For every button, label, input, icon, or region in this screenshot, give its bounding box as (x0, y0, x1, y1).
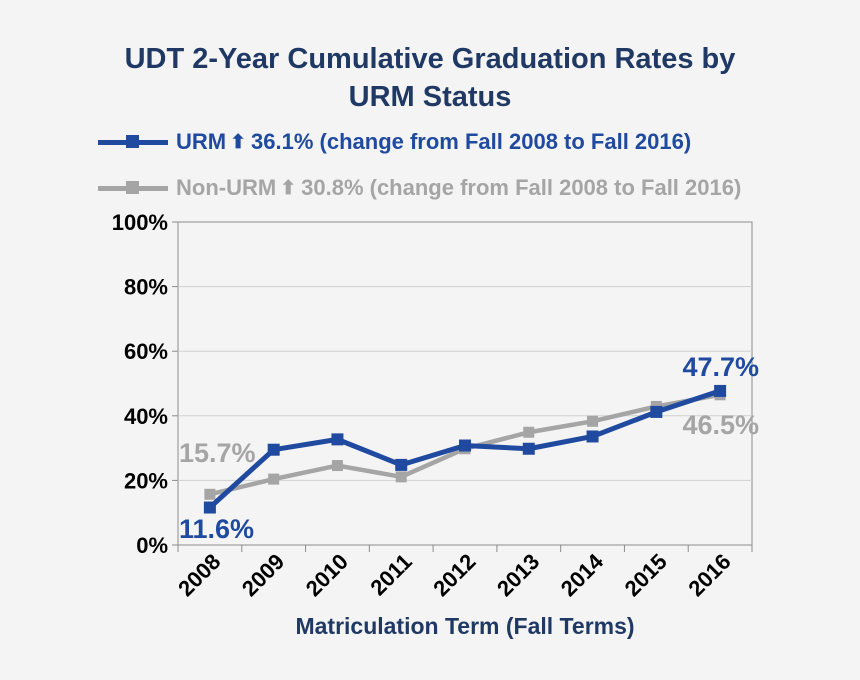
legend-swatch-non-urm (98, 178, 168, 198)
legend-text-non-urm: 30.8% (change from Fall 2008 to Fall 201… (301, 175, 742, 200)
legend-item-non-urm: Non-URM ⬆ 30.8% (change from Fall 2008 t… (98, 173, 741, 203)
data-label-urm-end: 47.7% (682, 352, 759, 382)
x-tick-label: 2009 (237, 549, 289, 601)
data-point-urm (714, 384, 727, 397)
x-tick-label: 2016 (683, 549, 735, 601)
up-arrow-icon: ⬆ (230, 131, 247, 153)
chart-title: UDT 2-Year Cumulative Graduation Rates b… (0, 40, 860, 116)
data-point-urm (331, 433, 344, 446)
data-point-urm (522, 442, 535, 455)
x-tick-label: 2014 (556, 548, 609, 601)
data-label-urm-start: 11.6% (179, 514, 254, 544)
data-point-urm (395, 458, 408, 471)
up-arrow-icon: ⬆ (280, 177, 297, 199)
legend-label-non-urm: Non-URM (176, 175, 277, 200)
x-tick-label: 2008 (173, 549, 225, 601)
x-axis-title: Matriculation Term (Fall Terms) (295, 613, 634, 639)
data-point-urm (267, 443, 280, 456)
y-tick-label: 80% (124, 275, 168, 300)
plot-area (177, 221, 753, 546)
y-tick-label: 20% (124, 468, 168, 493)
x-tick-label: 2013 (492, 549, 544, 601)
data-point-non-urm (204, 488, 216, 500)
legend-label-urm: URM (176, 129, 227, 154)
x-tick-label: 2011 (365, 549, 416, 600)
data-point-urm (459, 439, 471, 452)
chart-title-line-1: UDT 2-Year Cumulative Graduation Rates b… (124, 43, 736, 75)
y-tick-label: 100% (112, 210, 168, 235)
data-point-non-urm (523, 426, 535, 438)
x-tick-label: 2015 (620, 549, 672, 601)
data-point-urm (650, 405, 663, 418)
y-tick-label: 40% (124, 404, 168, 429)
x-tick-label: 2010 (301, 549, 353, 601)
legend-swatch-urm (98, 132, 168, 152)
data-point-non-urm (395, 471, 407, 483)
y-tick-label: 0% (136, 533, 168, 558)
legend-item-urm: URM ⬆ 36.1% (change from Fall 2008 to Fa… (98, 127, 691, 157)
x-tick-label: 2012 (428, 549, 480, 601)
data-point-urm (203, 501, 216, 514)
data-label-non-urm-start: 15.7% (179, 438, 256, 468)
data-point-non-urm (331, 460, 343, 472)
y-tick-label: 60% (124, 339, 168, 364)
legend-text-urm: 36.1% (change from Fall 2008 to Fall 201… (251, 129, 692, 154)
data-label-non-urm-end: 46.5% (682, 410, 759, 440)
data-point-non-urm (268, 473, 280, 485)
chart-title-line-2: URM Status (348, 81, 512, 113)
data-point-urm (586, 430, 599, 443)
data-point-non-urm (587, 415, 599, 427)
